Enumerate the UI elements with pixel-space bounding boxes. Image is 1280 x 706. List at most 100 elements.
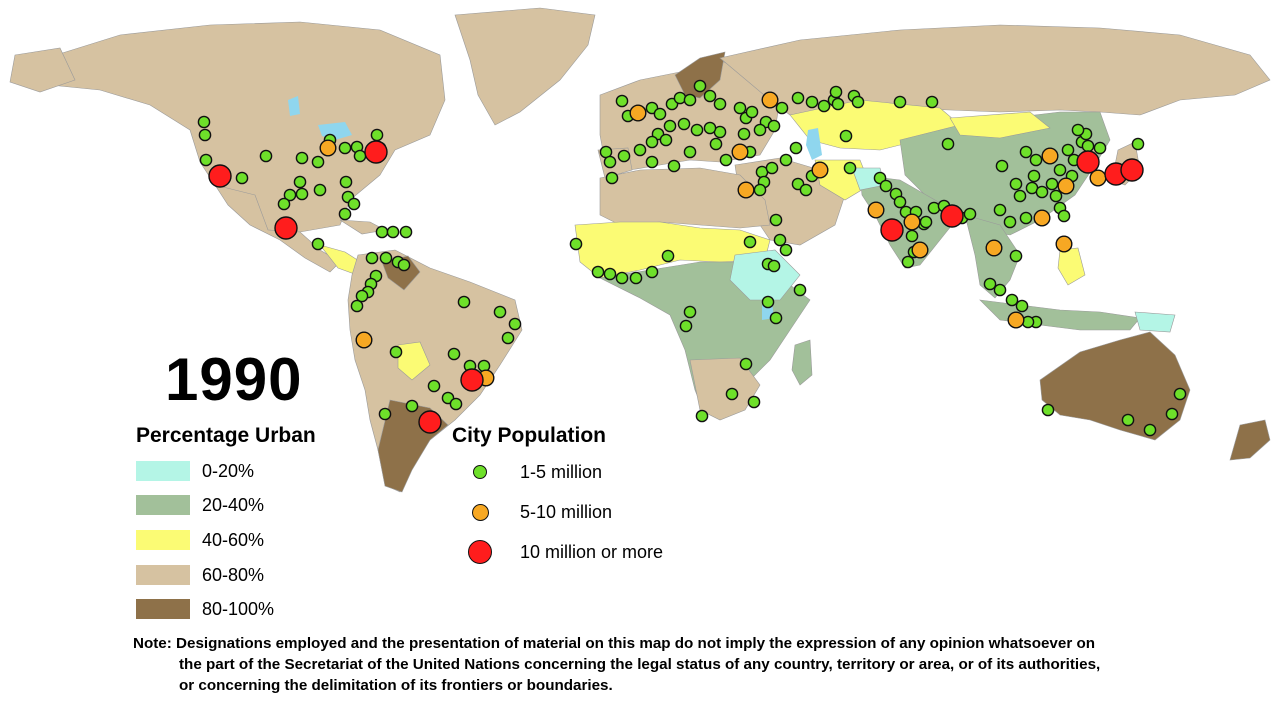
city-marker-1-5-million (663, 119, 677, 133)
city-marker-1-5-million (779, 153, 793, 167)
city-marker-1-5-million (617, 149, 631, 163)
city-marker-1-5-million (743, 235, 757, 249)
city-marker-1-5-million (667, 159, 681, 173)
city-marker-1-5-million (615, 271, 629, 285)
city-marker-1-5-million (347, 197, 361, 211)
city-marker-1-5-million (1045, 177, 1059, 191)
red-dot-icon (468, 540, 492, 564)
city-marker-1-5-million (995, 159, 1009, 173)
city-marker-1-5-million (1049, 189, 1063, 203)
map-year: 1990 (165, 346, 303, 413)
population-legend-title: City Population (452, 424, 606, 447)
city-marker-1-5-million (1035, 185, 1049, 199)
city-marker-1-5-million (761, 295, 775, 309)
city-marker-1-5-million (843, 161, 857, 175)
city-marker-1-5-million (739, 357, 753, 371)
city-marker-1-5-million (767, 259, 781, 273)
city-marker-1-5-million (713, 97, 727, 111)
city-marker-1-5-million (769, 311, 783, 325)
city-marker-5-10-million (319, 139, 337, 157)
city-marker-5-10-million (1033, 209, 1051, 227)
city-marker-1-5-million (661, 249, 675, 263)
city-marker-10-million-plus (364, 140, 388, 164)
region-mexico (214, 184, 341, 273)
city-marker-10-million-plus (208, 164, 232, 188)
city-marker-1-5-million (753, 123, 767, 137)
city-marker-1-5-million (339, 175, 353, 189)
city-marker-1-5-million (773, 233, 787, 247)
population-legend-item-medium: 5-10 million (468, 500, 612, 524)
city-marker-1-5-million (449, 397, 463, 411)
city-marker-1-5-million (737, 127, 751, 141)
city-marker-1-5-million (709, 137, 723, 151)
city-marker-1-5-million (259, 149, 273, 163)
city-marker-5-10-million (1041, 147, 1059, 165)
region-mongolia (949, 111, 1051, 139)
city-marker-5-10-million (737, 181, 755, 199)
urban-swatch-20-40 (136, 495, 190, 515)
city-marker-1-5-million (905, 229, 919, 243)
city-marker-1-5-million (311, 237, 325, 251)
note-line-2: the part of the Secretariat of the Unite… (179, 656, 1101, 673)
city-marker-1-5-million (313, 183, 327, 197)
region-madagascar (791, 339, 813, 386)
city-marker-1-5-million (353, 149, 367, 163)
urban-legend-item-60-80: 60-80% (136, 564, 264, 586)
population-legend-item-small: 1-5 million (468, 460, 602, 484)
city-marker-1-5-million (645, 135, 659, 149)
city-marker-5-10-million (985, 239, 1003, 257)
city-marker-1-5-million (747, 395, 761, 409)
city-marker-1-5-million (683, 93, 697, 107)
city-marker-1-5-million (591, 265, 605, 279)
region-alaska (9, 47, 76, 93)
city-marker-1-5-million (370, 128, 384, 142)
city-marker-1-5-million (753, 183, 767, 197)
city-marker-1-5-million (399, 225, 413, 239)
city-marker-1-5-million (501, 331, 515, 345)
city-marker-1-5-million (703, 121, 717, 135)
city-marker-1-5-million (829, 85, 843, 99)
city-marker-1-5-million (379, 251, 393, 265)
city-marker-1-5-million (427, 379, 441, 393)
city-marker-1-5-million (927, 201, 941, 215)
city-marker-1-5-million (1019, 145, 1033, 159)
city-marker-1-5-million (1027, 169, 1041, 183)
population-legend-item-large: 10 million or more (468, 540, 663, 564)
city-marker-1-5-million (293, 175, 307, 189)
city-marker-1-5-million (633, 143, 647, 157)
city-marker-1-5-million (677, 117, 691, 131)
city-marker-5-10-million (1007, 311, 1025, 329)
city-marker-1-5-million (397, 258, 411, 272)
city-marker-1-5-million (679, 319, 693, 333)
city-marker-1-5-million (1041, 403, 1055, 417)
city-marker-1-5-million (1003, 215, 1017, 229)
urban-swatch-60-80 (136, 565, 190, 585)
region-venezuela (381, 255, 421, 291)
city-marker-1-5-million (993, 283, 1007, 297)
city-marker-1-5-million (733, 101, 747, 115)
city-marker-1-5-million (405, 399, 419, 413)
city-marker-1-5-million (993, 203, 1007, 217)
orange-dot-icon (472, 503, 489, 521)
city-marker-1-5-million (767, 119, 781, 133)
city-marker-5-10-million (911, 241, 929, 259)
region-hudson-lakes (288, 96, 300, 116)
city-marker-1-5-million (1143, 423, 1157, 437)
city-marker-1-5-million (963, 207, 977, 221)
city-marker-1-5-million (1165, 407, 1179, 421)
city-marker-1-5-million (983, 277, 997, 291)
city-marker-1-5-million (851, 95, 865, 109)
city-marker-1-5-million (683, 305, 697, 319)
city-marker-10-million-plus (418, 410, 442, 434)
city-marker-1-5-million (690, 123, 704, 137)
city-marker-1-5-million (365, 251, 379, 265)
urban-swatch-0-20 (136, 461, 190, 481)
city-marker-5-10-million (731, 143, 749, 161)
city-marker-1-5-million (645, 155, 659, 169)
city-marker-1-5-million (615, 94, 629, 108)
city-marker-1-5-million (235, 171, 249, 185)
city-marker-1-5-million (1121, 413, 1135, 427)
city-marker-1-5-million (1009, 177, 1023, 191)
urban-legend-item-0-20: 0-20% (136, 460, 254, 482)
city-marker-10-million-plus (1076, 150, 1100, 174)
